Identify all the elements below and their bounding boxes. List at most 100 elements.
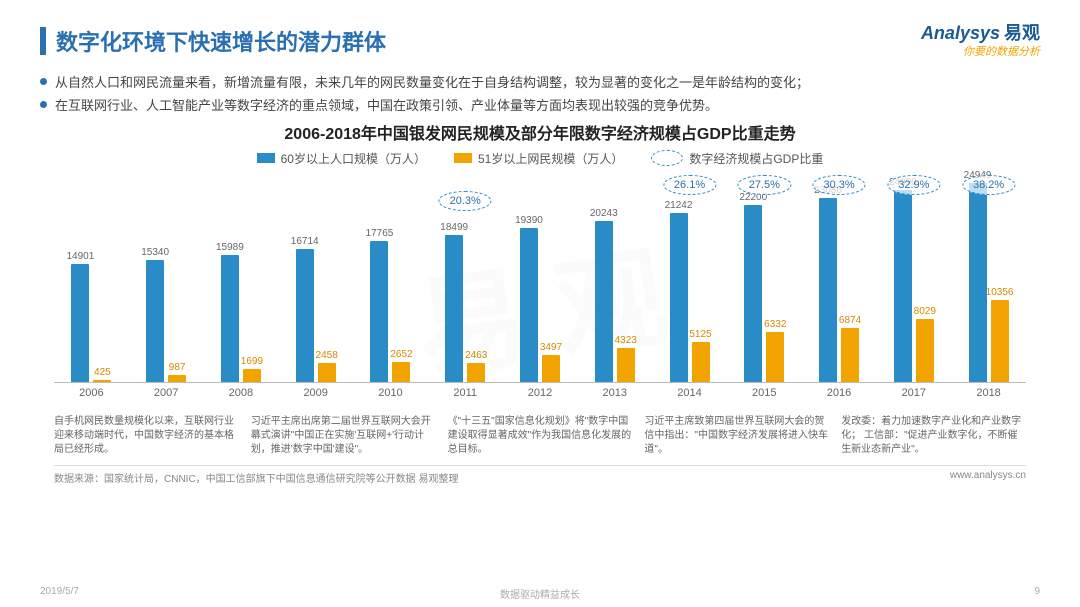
bar-value-label: 4323 — [615, 335, 637, 348]
bar-blue: 17765 — [370, 241, 388, 383]
bar-blue: 19390 — [520, 228, 538, 383]
brand-tagline: 你要的数据分析 — [921, 46, 1040, 58]
chart-legend: 60岁以上人口规模（万人） 51岁以上网民规模（万人） 数字经济规模占GDP比重 — [40, 150, 1040, 167]
bar-group: 159891699 — [204, 175, 279, 383]
source-text: 数据来源：国家统计局，CNNIC，中国工信部旗下中国信息通信研究院等公开数据 易… — [54, 470, 458, 485]
bar-orange: 8029 — [916, 319, 934, 383]
bar-blue: 20243 — [595, 221, 613, 383]
bar-value-label: 2463 — [465, 350, 487, 363]
bar-orange: 2463 — [467, 363, 485, 383]
bar-value-label: 19390 — [515, 215, 543, 228]
x-tick-label: 2010 — [353, 383, 428, 405]
bar-group: 15340 987 — [129, 175, 204, 383]
gdp-bubble: 26.1% — [663, 175, 716, 195]
slide: 易 观 数字化环境下快速增长的潜力群体 Analysys易观 你要的数据分析 从… — [0, 0, 1080, 607]
bullet-dot-icon — [40, 101, 47, 108]
brand-en: Analysys — [921, 23, 1000, 43]
bullet-list: 从自然人口和网民流量来看，新增流量有限，未来几年的网民数量变化在于自身结构调整，… — [40, 72, 1040, 114]
source-row: 数据来源：国家统计局，CNNIC，中国工信部旗下中国信息通信研究院等公开数据 易… — [54, 465, 1026, 485]
bar-orange: 1699 — [243, 369, 261, 383]
footer-center: 数据驱动精益成长 — [500, 586, 580, 601]
bar-value-label: 14901 — [66, 251, 94, 264]
bar-group: 222006332 — [727, 175, 802, 383]
bar-blue: 24090 — [894, 190, 912, 383]
bar-value-label: 425 — [94, 367, 111, 380]
bar-orange: 10356 — [991, 300, 1009, 383]
bar-value-label: 15340 — [141, 247, 169, 260]
bar-chart: 1490142515340987159891699167142458177652… — [54, 175, 1026, 405]
bar-group: 240908029 — [876, 175, 951, 383]
x-tick-label: 2009 — [278, 383, 353, 405]
bullet-text: 从自然人口和网民流量来看，新增流量有限，未来几年的网民数量变化在于自身结构调整，… — [55, 72, 809, 91]
bar-value-label: 6332 — [764, 319, 786, 332]
brand-block: Analysys易观 你要的数据分析 — [921, 24, 1040, 58]
bar-orange: 3497 — [542, 355, 560, 383]
bar-orange: 2458 — [318, 363, 336, 383]
bar-blue: 15340 — [146, 260, 164, 383]
note-item: 发改委：着力加速数字产业化和产业数字化； 工信部："促进产业数字化，不断催生新业… — [841, 415, 1026, 457]
bar-value-label: 18499 — [440, 222, 468, 235]
bar-value-label: 16714 — [291, 236, 319, 249]
bar-blue: 15989 — [221, 255, 239, 383]
bar-value-label: 987 — [169, 362, 186, 375]
x-tick-label: 2017 — [876, 383, 951, 405]
bar-orange: 6332 — [766, 332, 784, 383]
legend-swatch-dashed-icon — [651, 150, 683, 166]
bar-orange: 6874 — [841, 328, 859, 383]
footer-date: 2019/5/7 — [40, 586, 79, 597]
bullet-dot-icon — [40, 78, 47, 85]
bar-group: 177652652 — [353, 175, 428, 383]
bar-blue: 23086 — [819, 198, 837, 383]
x-axis: 2006200720082009201020112012201320142015… — [54, 382, 1026, 405]
bar-group: 167142458 — [278, 175, 353, 383]
legend-swatch-blue-icon — [257, 153, 275, 163]
legend-label: 60岁以上人口规模（万人） — [281, 150, 426, 167]
bullet-text: 在互联网行业、人工智能产业等数字经济的重点领域，中国在政策引领、产业体量等方面均… — [55, 95, 718, 114]
gdp-bubble: 38.2% — [962, 175, 1015, 195]
bar-groups: 1490142515340987159891699167142458177652… — [54, 175, 1026, 383]
legend-label: 51岁以上网民规模（万人） — [478, 150, 623, 167]
bar-blue: 24949 — [969, 183, 987, 383]
bar-value-label: 3497 — [540, 342, 562, 355]
legend-label: 数字经济规模占GDP比重 — [689, 150, 823, 167]
brand-cn: 易观 — [1004, 23, 1040, 43]
bar-orange: 4323 — [617, 348, 635, 383]
title-left: 数字化环境下快速增长的潜力群体 — [40, 25, 386, 57]
timeline-notes: 自手机网民数量规模化以来，互联网行业迎来移动端时代，中国数字经济的基本格局已经形… — [54, 415, 1026, 457]
bar-value-label: 2458 — [316, 350, 338, 363]
x-tick-label: 2008 — [204, 383, 279, 405]
bar-value-label: 10356 — [986, 287, 1014, 300]
bar-value-label: 5125 — [689, 329, 711, 342]
bar-value-label: 6874 — [839, 315, 861, 328]
gdp-bubble: 32.9% — [887, 175, 940, 195]
x-tick-label: 2013 — [577, 383, 652, 405]
x-tick-label: 2018 — [951, 383, 1026, 405]
bar-group: 193903497 — [503, 175, 578, 383]
bar-blue: 16714 — [296, 249, 314, 383]
bar-value-label: 1699 — [241, 356, 263, 369]
legend-item-blue: 60岁以上人口规模（万人） — [257, 150, 426, 167]
bar-blue: 14901 — [71, 264, 89, 383]
brand-logo-text: Analysys易观 — [921, 24, 1040, 44]
legend-swatch-orange-icon — [454, 153, 472, 163]
bar-group: 212425125 — [652, 175, 727, 383]
bar-orange: 5125 — [692, 342, 710, 383]
bar-value-label: 17765 — [366, 228, 394, 241]
bullet-item: 在互联网行业、人工智能产业等数字经济的重点领域，中国在政策引领、产业体量等方面均… — [40, 95, 1040, 114]
note-item: 习近平主席出席第二届世界互联网大会开幕式演讲"中国正在实施'互联网+'行动计划，… — [251, 415, 436, 457]
bar-group: 230866874 — [802, 175, 877, 383]
bullet-item: 从自然人口和网民流量来看，新增流量有限，未来几年的网民数量变化在于自身结构调整，… — [40, 72, 1040, 91]
bar-blue: 21242 — [670, 213, 688, 383]
header-row: 数字化环境下快速增长的潜力群体 Analysys易观 你要的数据分析 — [40, 24, 1040, 58]
x-tick-label: 2014 — [652, 383, 727, 405]
bar-value-label: 21242 — [665, 200, 693, 213]
gdp-bubble: 27.5% — [738, 175, 791, 195]
bar-orange: 2652 — [392, 362, 410, 383]
bar-value-label: 15989 — [216, 242, 244, 255]
chart-title: 2006-2018年中国银发网民规模及部分年限数字经济规模占GDP比重走势 — [40, 120, 1040, 144]
gdp-bubble: 30.3% — [812, 175, 865, 195]
x-tick-label: 2012 — [503, 383, 578, 405]
source-url: www.analysys.cn — [950, 470, 1026, 485]
title-accent-bar — [40, 27, 46, 55]
x-tick-label: 2016 — [802, 383, 877, 405]
